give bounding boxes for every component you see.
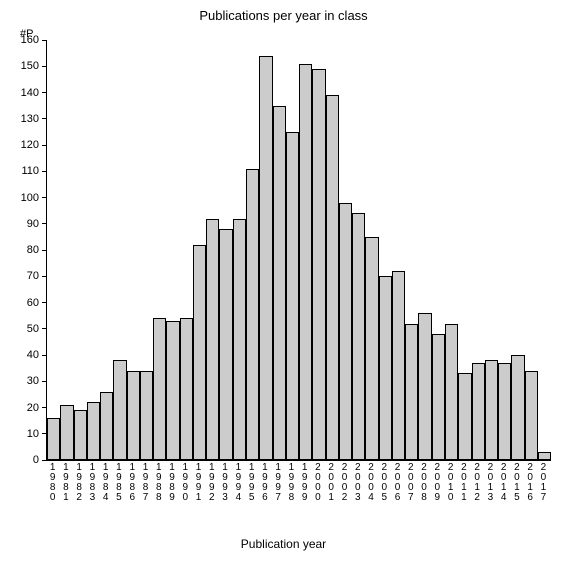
y-tick-label: 40 (27, 349, 39, 361)
bar (87, 402, 100, 460)
chart-title: Publications per year in class (0, 8, 567, 23)
y-tick-label: 10 (27, 428, 39, 440)
x-tick-label: 1996 (258, 463, 271, 503)
bar (219, 229, 232, 460)
x-tick-label: 1990 (179, 463, 192, 503)
bar (47, 418, 60, 460)
x-tick-label: 2013 (484, 463, 497, 503)
x-tick-label: 2015 (510, 463, 523, 503)
y-tick-label: 110 (21, 165, 39, 177)
bar (273, 106, 286, 460)
x-tick-label: 2012 (471, 463, 484, 503)
bar (392, 271, 405, 460)
x-tick-label: 1989 (165, 463, 178, 503)
x-tick-label: 2004 (364, 463, 377, 503)
x-tick-label: 2007 (404, 463, 417, 503)
y-tick-label: 20 (27, 402, 39, 414)
bar (498, 363, 511, 460)
y-tick-label: 130 (21, 113, 39, 125)
bar (140, 371, 153, 460)
bar (100, 392, 113, 460)
bar (472, 363, 485, 460)
x-tick-label: 1980 (46, 463, 59, 503)
bar (299, 64, 312, 460)
bar (286, 132, 299, 460)
x-tick-label: 1985 (112, 463, 125, 503)
bar (193, 245, 206, 460)
bars-group (47, 40, 551, 460)
bar (365, 237, 378, 460)
y-tick-label: 160 (21, 34, 39, 46)
y-tick-label: 100 (21, 192, 39, 204)
plot-area: 0102030405060708090100110120130140150160 (46, 40, 551, 461)
x-tick-label: 1982 (73, 463, 86, 503)
y-tick-label: 60 (27, 297, 39, 309)
x-tick-label: 1991 (192, 463, 205, 503)
bar (418, 313, 431, 460)
x-tick-labels: 1980198119821983198419851986198719881989… (46, 463, 550, 503)
y-tick-label: 140 (21, 87, 39, 99)
x-tick-label: 1998 (285, 463, 298, 503)
bar (525, 371, 538, 460)
bar (485, 360, 498, 460)
x-tick-label: 2017 (537, 463, 550, 503)
x-tick-label: 1984 (99, 463, 112, 503)
bar (538, 452, 551, 460)
x-tick-label: 2005 (378, 463, 391, 503)
x-tick-label: 1999 (298, 463, 311, 503)
bar (339, 203, 352, 460)
y-tick-label: 30 (27, 375, 39, 387)
x-tick-label: 2006 (391, 463, 404, 503)
bar (206, 219, 219, 461)
y-tick-label: 80 (27, 244, 39, 256)
x-tick-label: 1995 (245, 463, 258, 503)
x-tick-label: 1994 (232, 463, 245, 503)
bar (259, 56, 272, 460)
bar (60, 405, 73, 460)
publications-bar-chart: Publications per year in class #P 010203… (0, 0, 567, 567)
x-tick-label: 2008 (417, 463, 430, 503)
bar (458, 373, 471, 460)
bar (233, 219, 246, 461)
x-tick-label: 2016 (524, 463, 537, 503)
bar (352, 213, 365, 460)
bar (153, 318, 166, 460)
x-axis-title: Publication year (0, 537, 567, 551)
bar (246, 169, 259, 460)
y-tick-label: 120 (21, 139, 39, 151)
x-tick-label: 2002 (338, 463, 351, 503)
bar (326, 95, 339, 460)
bar (166, 321, 179, 460)
x-tick-label: 1987 (139, 463, 152, 503)
bar (312, 69, 325, 460)
x-tick-label: 2011 (457, 463, 470, 503)
bar (180, 318, 193, 460)
x-tick-label: 1983 (86, 463, 99, 503)
x-tick-label: 1997 (272, 463, 285, 503)
bar (127, 371, 140, 460)
x-tick-label: 2009 (431, 463, 444, 503)
x-tick-label: 1986 (126, 463, 139, 503)
y-tick-label: 50 (27, 323, 39, 335)
bar (445, 324, 458, 461)
x-tick-label: 2000 (311, 463, 324, 503)
bar (432, 334, 445, 460)
bar (511, 355, 524, 460)
y-tick-label: 0 (33, 454, 39, 466)
x-tick-label: 1992 (205, 463, 218, 503)
x-tick-label: 2001 (325, 463, 338, 503)
x-tick-label: 1981 (59, 463, 72, 503)
y-tick-label: 150 (21, 60, 39, 72)
x-tick-label: 2003 (351, 463, 364, 503)
y-tick-label: 70 (27, 270, 39, 282)
x-tick-label: 2010 (444, 463, 457, 503)
bar (113, 360, 126, 460)
bar (74, 410, 87, 460)
x-tick-label: 1988 (152, 463, 165, 503)
x-tick-label: 2014 (497, 463, 510, 503)
bar (405, 324, 418, 461)
y-tick-label: 90 (27, 218, 39, 230)
bar (379, 276, 392, 460)
x-tick-label: 1993 (218, 463, 231, 503)
